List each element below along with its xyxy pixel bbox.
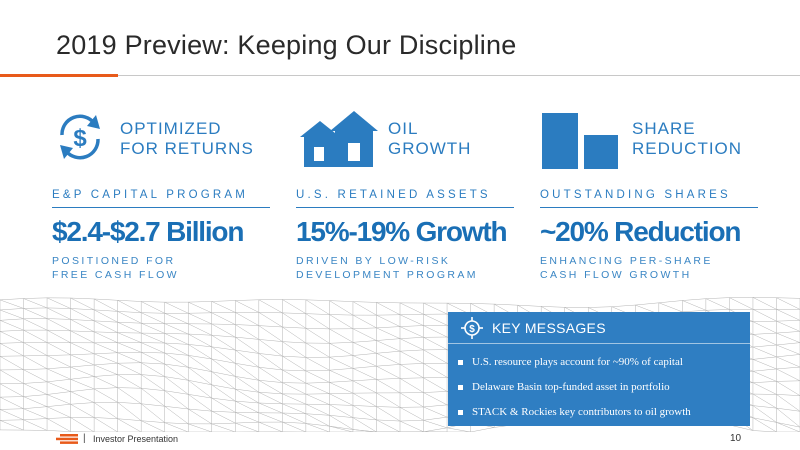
column-description: ENHANCING PER-SHARE CASH FLOW GROWTH xyxy=(540,254,772,282)
column-subtitle: E&P CAPITAL PROGRAM xyxy=(52,189,270,208)
column-label: SHARE REDUCTION xyxy=(632,119,742,159)
dollar-cycle-icon: $ xyxy=(60,114,100,160)
desc-line: DEVELOPMENT PROGRAM xyxy=(296,269,478,281)
desc-line: FREE CASH FLOW xyxy=(52,269,179,281)
svg-text:$: $ xyxy=(73,125,87,152)
footer: | Investor Presentation 10 xyxy=(0,428,800,450)
list-item: U.S. resource plays account for ~90% of … xyxy=(458,350,750,375)
key-messages-title: KEY MESSAGES xyxy=(492,319,606,336)
list-item-text: STACK & Rockies key contributors to oil … xyxy=(472,406,691,418)
column-heading: $ OPTIMIZED FOR RETURNS xyxy=(52,105,284,177)
label-line: OIL xyxy=(388,119,419,138)
desc-line: ENHANCING PER-SHARE xyxy=(540,255,713,267)
column-description: DRIVEN BY LOW-RISK DEVELOPMENT PROGRAM xyxy=(296,254,528,282)
column-description: POSITIONED FOR FREE CASH FLOW xyxy=(52,254,284,282)
column-share-reduction: SHARE REDUCTION OUTSTANDING SHARES ~20% … xyxy=(540,105,772,282)
desc-line: DRIVEN BY LOW-RISK xyxy=(296,255,451,267)
column-subtitle: U.S. RETAINED ASSETS xyxy=(296,189,514,208)
label-line: SHARE xyxy=(632,119,696,138)
bullet-icon xyxy=(458,410,463,415)
title-accent-bar xyxy=(0,74,118,77)
key-messages-header: $ KEY MESSAGES xyxy=(448,312,750,344)
desc-line: CASH FLOW GROWTH xyxy=(540,269,692,281)
column-label: OPTIMIZED FOR RETURNS xyxy=(120,119,254,159)
column-value: $2.4-$2.7 Billion xyxy=(52,216,244,247)
label-line: GROWTH xyxy=(388,139,472,158)
label-line: OPTIMIZED xyxy=(120,119,222,138)
bar-reduction-icon xyxy=(542,113,618,169)
list-item: Delaware Basin top-funded asset in portf… xyxy=(458,375,750,400)
title-divider xyxy=(0,75,800,76)
list-item-text: U.S. resource plays account for ~90% of … xyxy=(472,356,683,368)
footer-text: Investor Presentation xyxy=(93,434,179,444)
column-value: 15%-19% Growth xyxy=(296,216,508,247)
column-heading: OIL GROWTH xyxy=(296,105,528,177)
house-growth-icon xyxy=(300,111,378,167)
desc-line: POSITIONED FOR xyxy=(52,255,176,267)
list-item: STACK & Rockies key contributors to oil … xyxy=(458,400,750,425)
footer-separator: | xyxy=(83,433,86,444)
column-subtitle: OUTSTANDING SHARES xyxy=(540,189,758,208)
svg-text:$: $ xyxy=(469,324,475,335)
bullet-icon xyxy=(458,385,463,390)
page-title: 2019 Preview: Keeping Our Discipline xyxy=(56,30,517,60)
bullet-icon xyxy=(458,360,463,365)
key-messages-list: U.S. resource plays account for ~90% of … xyxy=(448,344,750,425)
page-number: 10 xyxy=(730,433,742,444)
column-heading: SHARE REDUCTION xyxy=(540,105,772,177)
column-label: OIL GROWTH xyxy=(388,119,471,159)
label-line: FOR RETURNS xyxy=(120,139,254,158)
column-value: ~20% Reduction xyxy=(540,216,741,247)
key-messages-panel: $ KEY MESSAGES U.S. resource plays accou… xyxy=(448,312,750,426)
company-logo-icon xyxy=(56,434,78,444)
list-item-text: Delaware Basin top-funded asset in portf… xyxy=(472,381,670,393)
column-oil-growth: OIL GROWTH U.S. RETAINED ASSETS 15%-19% … xyxy=(296,105,528,282)
dollar-target-icon: $ xyxy=(461,316,483,339)
label-line: REDUCTION xyxy=(632,139,743,158)
column-capital-program: $ OPTIMIZED FOR RETURNS E&P CAPITAL PROG… xyxy=(52,105,284,282)
